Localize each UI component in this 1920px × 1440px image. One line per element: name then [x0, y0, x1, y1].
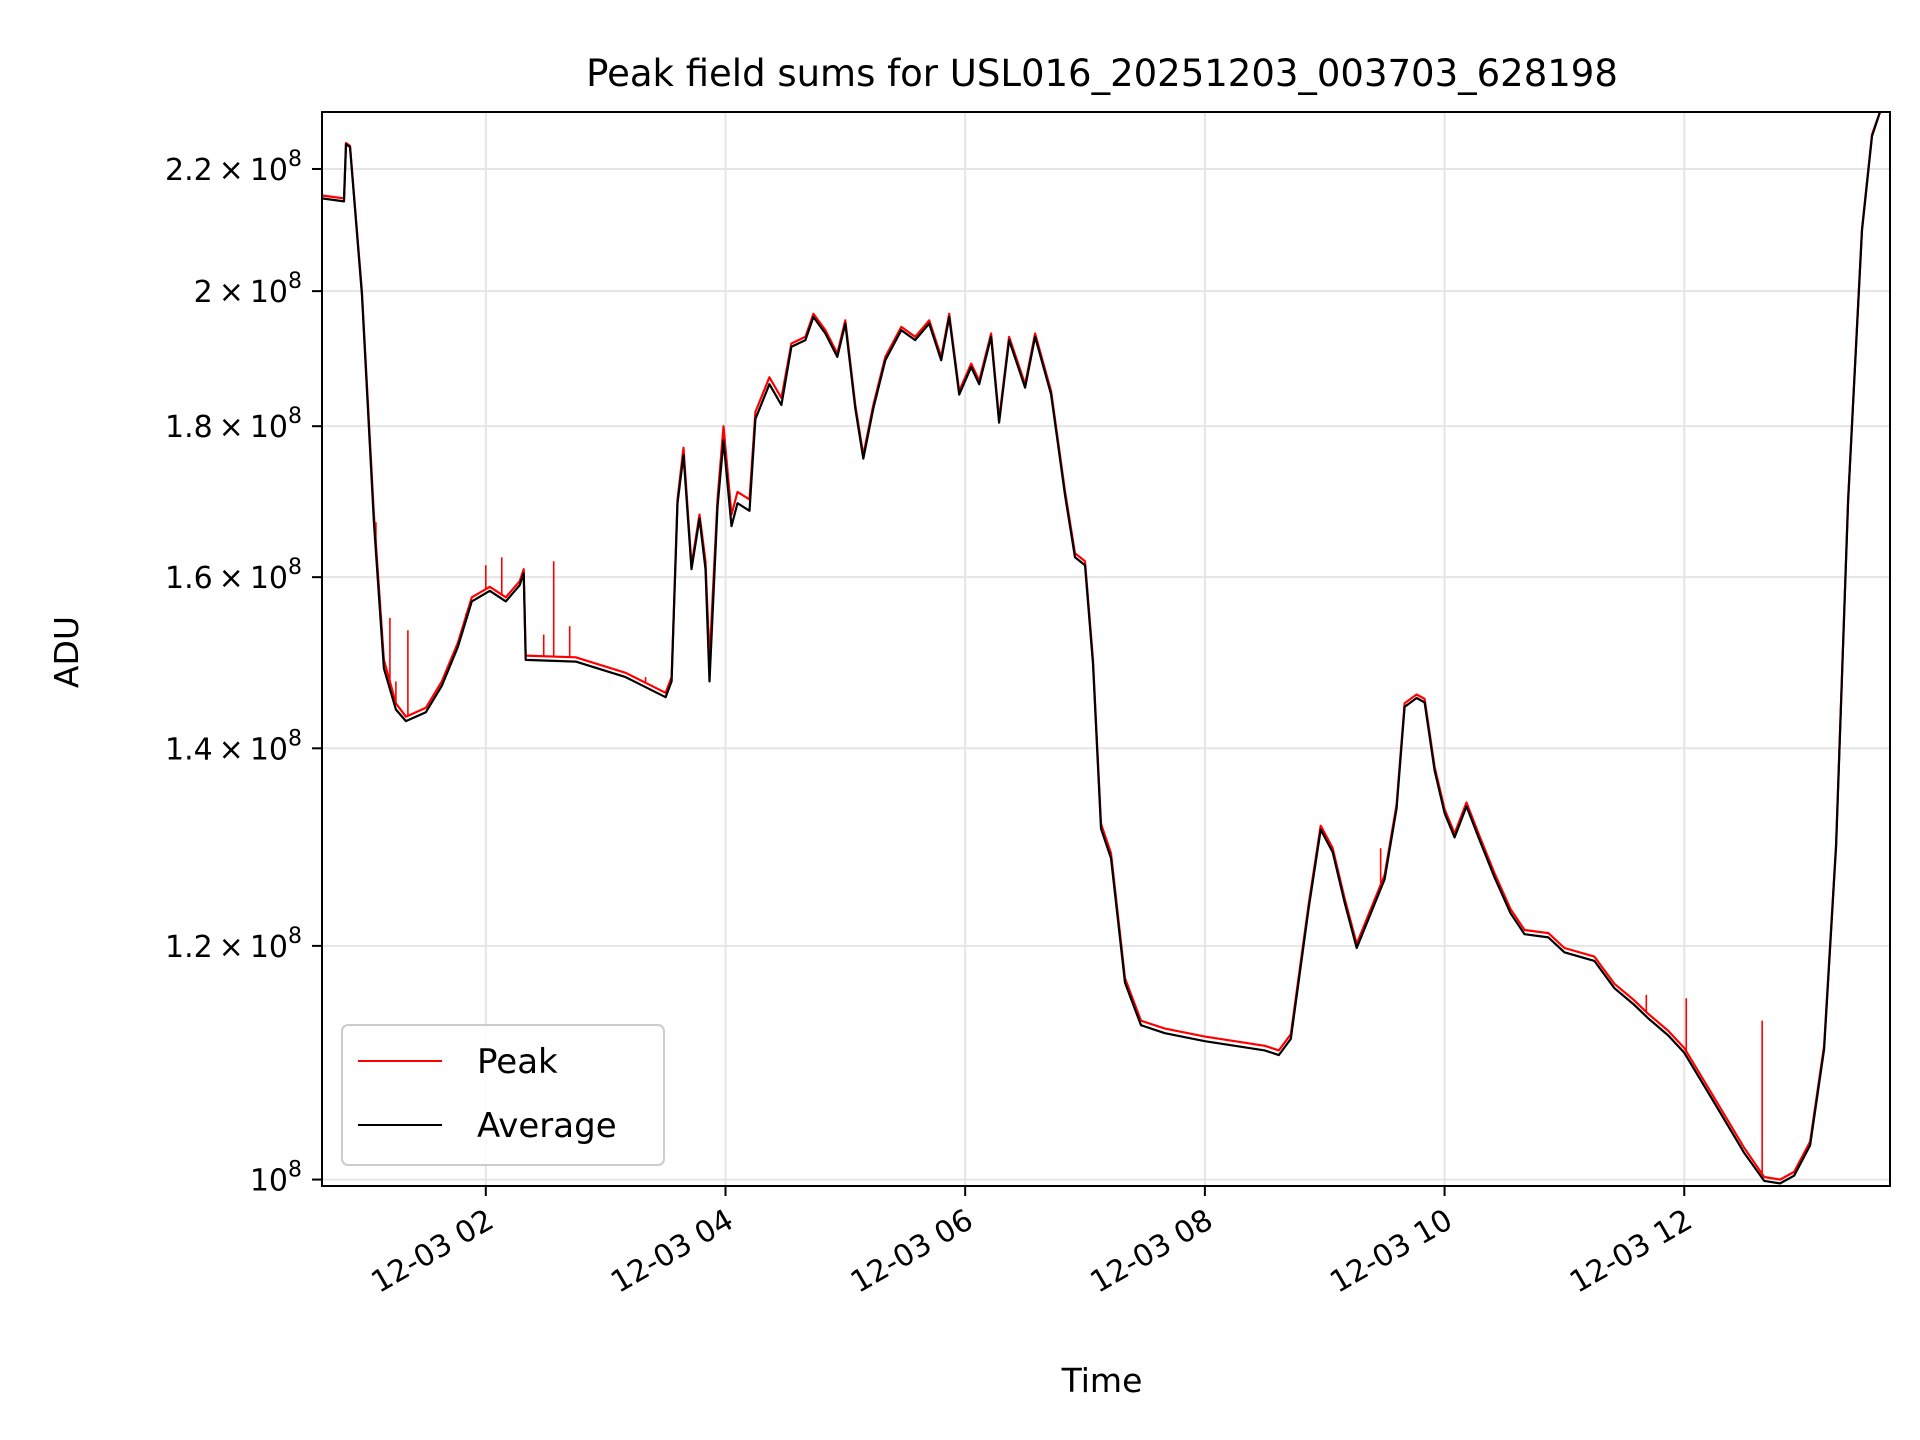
y-tick-label: 1.4 × 108 — [165, 726, 302, 767]
y-tick-label: 1.2 × 108 — [165, 924, 302, 965]
y-tick-label: 2.2 × 108 — [165, 147, 302, 188]
y-tick-label: 1.6 × 108 — [165, 555, 302, 596]
y-axis: 108 1.2 × 108 1.4 × 108 1.6 × 108 1.8 × 108 2… — [165, 147, 322, 1199]
grid — [322, 112, 1890, 1186]
y-tick-label: 2 × 108 — [194, 269, 302, 310]
legend-label-average: Average — [477, 1106, 617, 1146]
plot-frame — [321, 111, 1891, 1187]
x-axis-label: Time — [1061, 1361, 1143, 1400]
series-layer — [322, 112, 1882, 1185]
legend-label-peak: Peak — [477, 1042, 558, 1082]
y-tick-label: 108 — [250, 1158, 302, 1199]
y-tick-label: 1.8 × 108 — [165, 404, 302, 445]
chart-title: Peak field sums for USL016_20251203_0037… — [586, 52, 1618, 95]
series-line-average — [322, 112, 1882, 1185]
legend: Peak Average — [341, 1024, 665, 1166]
y-axis-label: ADU — [47, 616, 86, 688]
